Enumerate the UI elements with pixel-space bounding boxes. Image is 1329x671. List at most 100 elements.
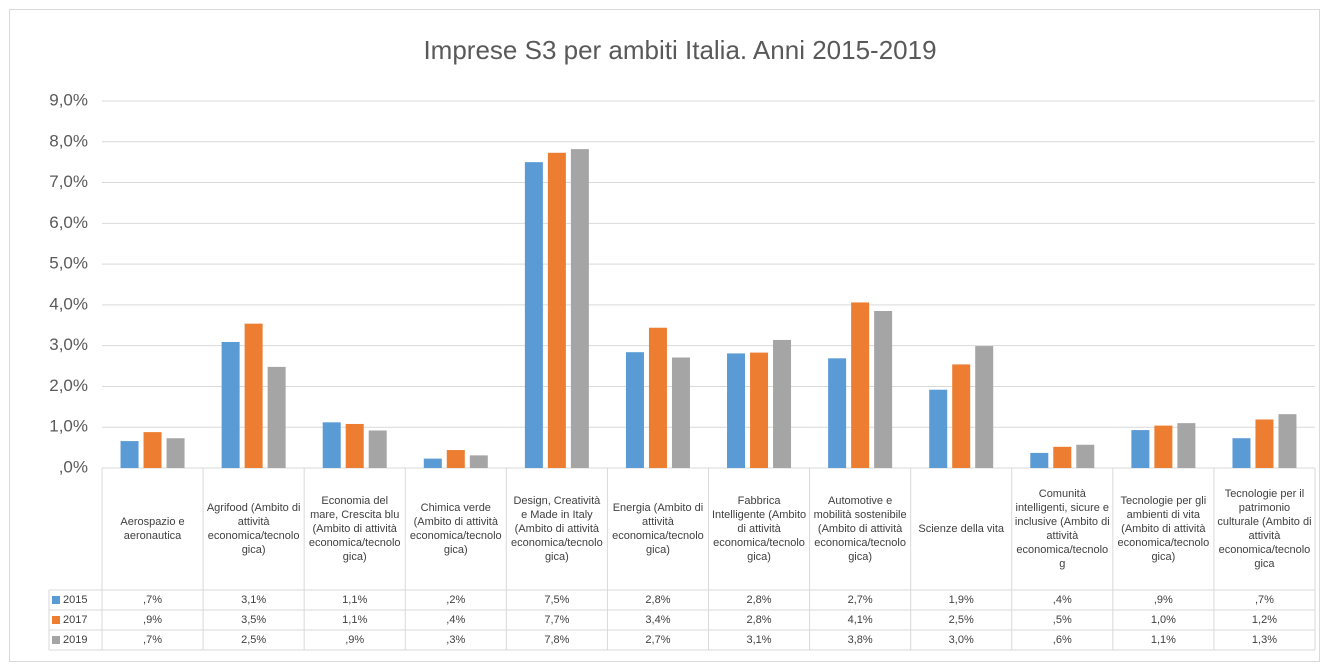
category-label: Chimica verde (Ambito di attività econom…	[409, 502, 502, 556]
legend-entry: 2015	[49, 590, 102, 610]
table-value: 2,8%	[645, 594, 671, 606]
table-value: ,5%	[1052, 614, 1072, 626]
y-tick-label: 9,0%	[49, 90, 88, 109]
table-value: 1,1%	[342, 614, 368, 626]
category-label: Tecnologie per il patrimonio culturale (…	[1217, 488, 1312, 570]
table-value: ,9%	[1153, 594, 1173, 606]
y-tick-label: 3,0%	[49, 335, 88, 354]
bar	[166, 438, 185, 468]
y-tick-label: 4,0%	[49, 294, 88, 313]
bar	[469, 455, 488, 468]
y-tick-label: 5,0%	[49, 254, 88, 273]
table-value: 1,1%	[1150, 634, 1176, 646]
category-label: Tecnologie per gli ambienti di vita (Amb…	[1117, 495, 1210, 563]
bar	[671, 357, 690, 468]
category-label: Scienze della vita	[918, 523, 1004, 535]
category-label: Aerospazio e aeronautica	[120, 516, 185, 542]
y-tick-label: 1,0%	[49, 417, 88, 436]
table-value: ,4%	[1052, 594, 1072, 606]
bar	[1053, 446, 1072, 468]
table-value: 2,8%	[746, 614, 772, 626]
y-tick-label: 2,0%	[49, 376, 88, 395]
bar	[547, 152, 566, 468]
bar	[345, 423, 364, 468]
category-label: Design, Creatività e Made in Italy (Ambi…	[511, 495, 603, 563]
table-value: ,2%	[446, 594, 466, 606]
table-value: 1,3%	[1251, 634, 1277, 646]
y-tick-label: 7,0%	[49, 172, 88, 191]
category-label: Comunità intelligenti, sicure e inclusiv…	[1014, 488, 1110, 570]
bar	[773, 339, 792, 468]
category-label: Economia del mare, Crescita blu (Ambito …	[308, 495, 401, 563]
table-value: ,9%	[143, 614, 163, 626]
table-value: 3,4%	[645, 614, 671, 626]
bar	[975, 346, 994, 468]
legend-label: 2017	[63, 614, 88, 626]
bar	[1278, 414, 1297, 468]
bar	[1255, 419, 1274, 468]
bar	[1232, 438, 1251, 468]
table-value: 3,5%	[241, 614, 267, 626]
legend-key	[52, 636, 60, 644]
bar	[446, 450, 465, 468]
table-value: 3,8%	[847, 634, 873, 646]
bar	[1154, 425, 1173, 468]
y-tick-label: ,0%	[59, 457, 88, 476]
bar	[1131, 430, 1150, 468]
table-value: 3,1%	[241, 594, 267, 606]
bar	[750, 352, 769, 468]
table-value: 1,1%	[342, 594, 368, 606]
table-value: ,3%	[446, 634, 466, 646]
bar	[952, 364, 971, 468]
bar	[423, 458, 442, 468]
table-value: 7,8%	[544, 634, 570, 646]
legend-label: 2015	[63, 594, 88, 606]
table-value: 4,1%	[847, 614, 873, 626]
category-label: Automotive e mobilità sostenibile (Ambit…	[813, 495, 907, 563]
category-label: Fabbrica Intelligente (Ambito di attivit…	[711, 495, 807, 563]
bar	[524, 162, 543, 468]
table-value: 1,0%	[1150, 614, 1176, 626]
bar	[570, 149, 589, 468]
bar	[727, 353, 746, 468]
legend-label: 2019	[63, 634, 88, 646]
bar	[828, 358, 847, 468]
legend-key	[52, 616, 60, 624]
table-value: ,7%	[143, 634, 163, 646]
table-value: ,7%	[1254, 594, 1274, 606]
legend-entry: 2019	[49, 630, 102, 650]
table-value: 2,7%	[847, 594, 873, 606]
bar	[1030, 452, 1049, 468]
bar	[851, 302, 870, 468]
table-value: ,7%	[143, 594, 163, 606]
table-value: ,4%	[446, 614, 466, 626]
table-value: 1,9%	[948, 594, 974, 606]
bar	[120, 441, 139, 468]
bar	[322, 422, 341, 468]
table-value: 2,8%	[746, 594, 772, 606]
category-label: Agrifood (Ambito di attività economica/t…	[206, 502, 301, 556]
legend-entry: 2017	[49, 610, 102, 630]
bar	[648, 327, 667, 468]
category-label: Energia (Ambito di attività economica/te…	[612, 502, 704, 556]
table-value: 7,5%	[544, 594, 570, 606]
table-value: 2,5%	[241, 634, 267, 646]
bar	[1076, 444, 1095, 468]
bar	[1177, 423, 1196, 468]
bar	[143, 432, 162, 468]
bar	[929, 389, 948, 468]
table-value: 2,7%	[645, 634, 671, 646]
legend-key	[52, 596, 60, 604]
table-value: 1,2%	[1251, 614, 1277, 626]
bar	[267, 366, 286, 468]
bar	[874, 311, 893, 468]
bar	[625, 352, 644, 468]
y-tick-label: 8,0%	[49, 131, 88, 150]
table-value: 3,1%	[746, 634, 772, 646]
table-value: 3,0%	[948, 634, 974, 646]
y-tick-label: 6,0%	[49, 213, 88, 232]
chart-title: Imprese S3 per ambiti Italia. Anni 2015-…	[423, 35, 936, 65]
bar	[244, 323, 263, 468]
